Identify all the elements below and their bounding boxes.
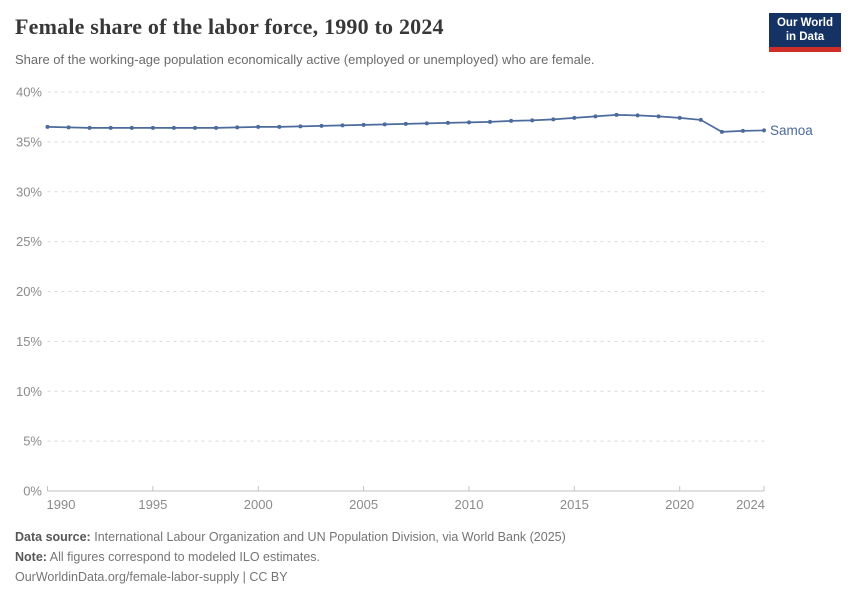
y-tick-label: 0% [23,484,42,499]
data-point[interactable] [150,125,155,130]
data-point[interactable] [488,119,492,124]
x-tick-label: 2015 [560,497,589,512]
data-point[interactable] [614,112,619,117]
owid-logo-line2: in Data [785,31,825,43]
note-line: Note: All figures correspond to modeled … [15,547,835,567]
y-tick-label: 40% [16,85,42,100]
y-tick-label: 25% [16,234,42,249]
x-tick-label: 2005 [349,497,378,512]
data-point[interactable] [509,118,514,123]
y-tick-label: 30% [16,184,42,199]
data-point[interactable] [256,124,261,129]
data-point[interactable] [235,125,240,130]
y-tick-label: 5% [23,434,42,449]
owid-logo-line1: Our World [776,16,833,29]
data-point[interactable] [361,122,366,127]
x-tick-label: 2000 [244,497,273,512]
note-text: All figures correspond to modeled ILO es… [49,550,321,564]
data-point[interactable] [551,117,556,122]
data-point[interactable] [171,125,176,130]
chart-footer: Data source: International Labour Organi… [15,527,835,587]
data-point[interactable] [740,128,745,133]
data-point[interactable] [66,125,71,130]
data-point[interactable] [45,124,50,129]
data-point[interactable] [593,114,598,119]
data-point[interactable] [424,121,429,126]
data-point[interactable] [445,120,450,125]
data-point[interactable] [340,123,345,128]
owid-logo[interactable]: Our World in Data [769,13,841,47]
chart-subtitle: Share of the working-age population econ… [15,52,595,67]
chart-svg[interactable]: 0% 5% 10% 15% 20% 25% 30% 35% 40% 1990 1995 2000 200… [0,82,850,527]
data-point[interactable] [698,117,703,122]
note-label: Note: [15,550,47,564]
y-tick-label: 35% [16,134,42,149]
data-source-line: Data source: International Labour Organi… [15,527,835,547]
x-tick-label: 2024 [736,497,765,512]
data-point[interactable] [108,125,113,130]
data-point[interactable] [87,125,92,130]
data-point[interactable] [319,123,324,128]
data-point[interactable] [572,115,577,120]
data-source-label: Data source: [15,530,91,544]
data-point[interactable] [467,120,471,125]
data-point[interactable] [193,125,197,130]
data-point[interactable] [762,128,766,133]
data-source-text: International Labour Organization and UN… [94,530,566,544]
data-point[interactable] [635,113,640,118]
data-point[interactable] [677,115,682,120]
x-tick-label: 2010 [455,497,484,512]
data-point[interactable] [298,124,303,129]
y-tick-label: 15% [16,334,42,349]
data-point[interactable] [129,125,134,130]
x-tick-label: 1990 [47,497,76,512]
data-point[interactable] [403,121,408,126]
y-tick-label: 10% [16,384,42,399]
data-point[interactable] [719,129,724,134]
data-point[interactable] [656,114,661,119]
data-point[interactable] [214,125,219,130]
series-end-label[interactable]: Samoa [770,123,813,138]
data-point[interactable] [277,124,282,129]
citation-line: OurWorldinData.org/female-labor-supply |… [15,567,835,587]
logo-accent-bar [769,47,841,52]
owid-url-link[interactable]: OurWorldinData.org/female-labor-supply |… [15,570,288,584]
page-title: Female share of the labor force, 1990 to… [15,14,444,39]
data-point[interactable] [530,118,535,123]
x-tick-label: 1995 [138,497,167,512]
data-point[interactable] [382,122,387,127]
x-tick-label: 2020 [665,497,694,512]
y-tick-label: 20% [16,284,42,299]
